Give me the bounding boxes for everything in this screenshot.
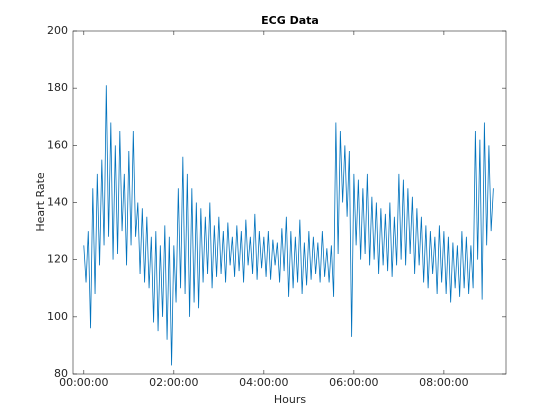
y-tick-label: 120 xyxy=(47,253,68,266)
y-tick-label: 200 xyxy=(47,24,68,37)
y-tick-label: 80 xyxy=(54,367,68,380)
y-axis-label: Heart Rate xyxy=(34,172,47,232)
x-tick-label: 06:00:00 xyxy=(329,376,378,389)
x-tick-label: 02:00:00 xyxy=(149,376,198,389)
y-tick-label: 140 xyxy=(47,196,68,209)
x-tick-label: 04:00:00 xyxy=(239,376,288,389)
plot-area xyxy=(73,31,506,374)
y-tick-label: 180 xyxy=(47,81,68,94)
x-axis-label: Hours xyxy=(274,393,306,406)
y-tick-label: 160 xyxy=(47,138,68,151)
x-tick-label: 08:00:00 xyxy=(419,376,468,389)
x-tick-label: 00:00:00 xyxy=(59,376,108,389)
chart-title: ECG Data xyxy=(261,14,319,27)
data-line xyxy=(83,85,494,366)
y-tick-label: 100 xyxy=(47,310,68,323)
